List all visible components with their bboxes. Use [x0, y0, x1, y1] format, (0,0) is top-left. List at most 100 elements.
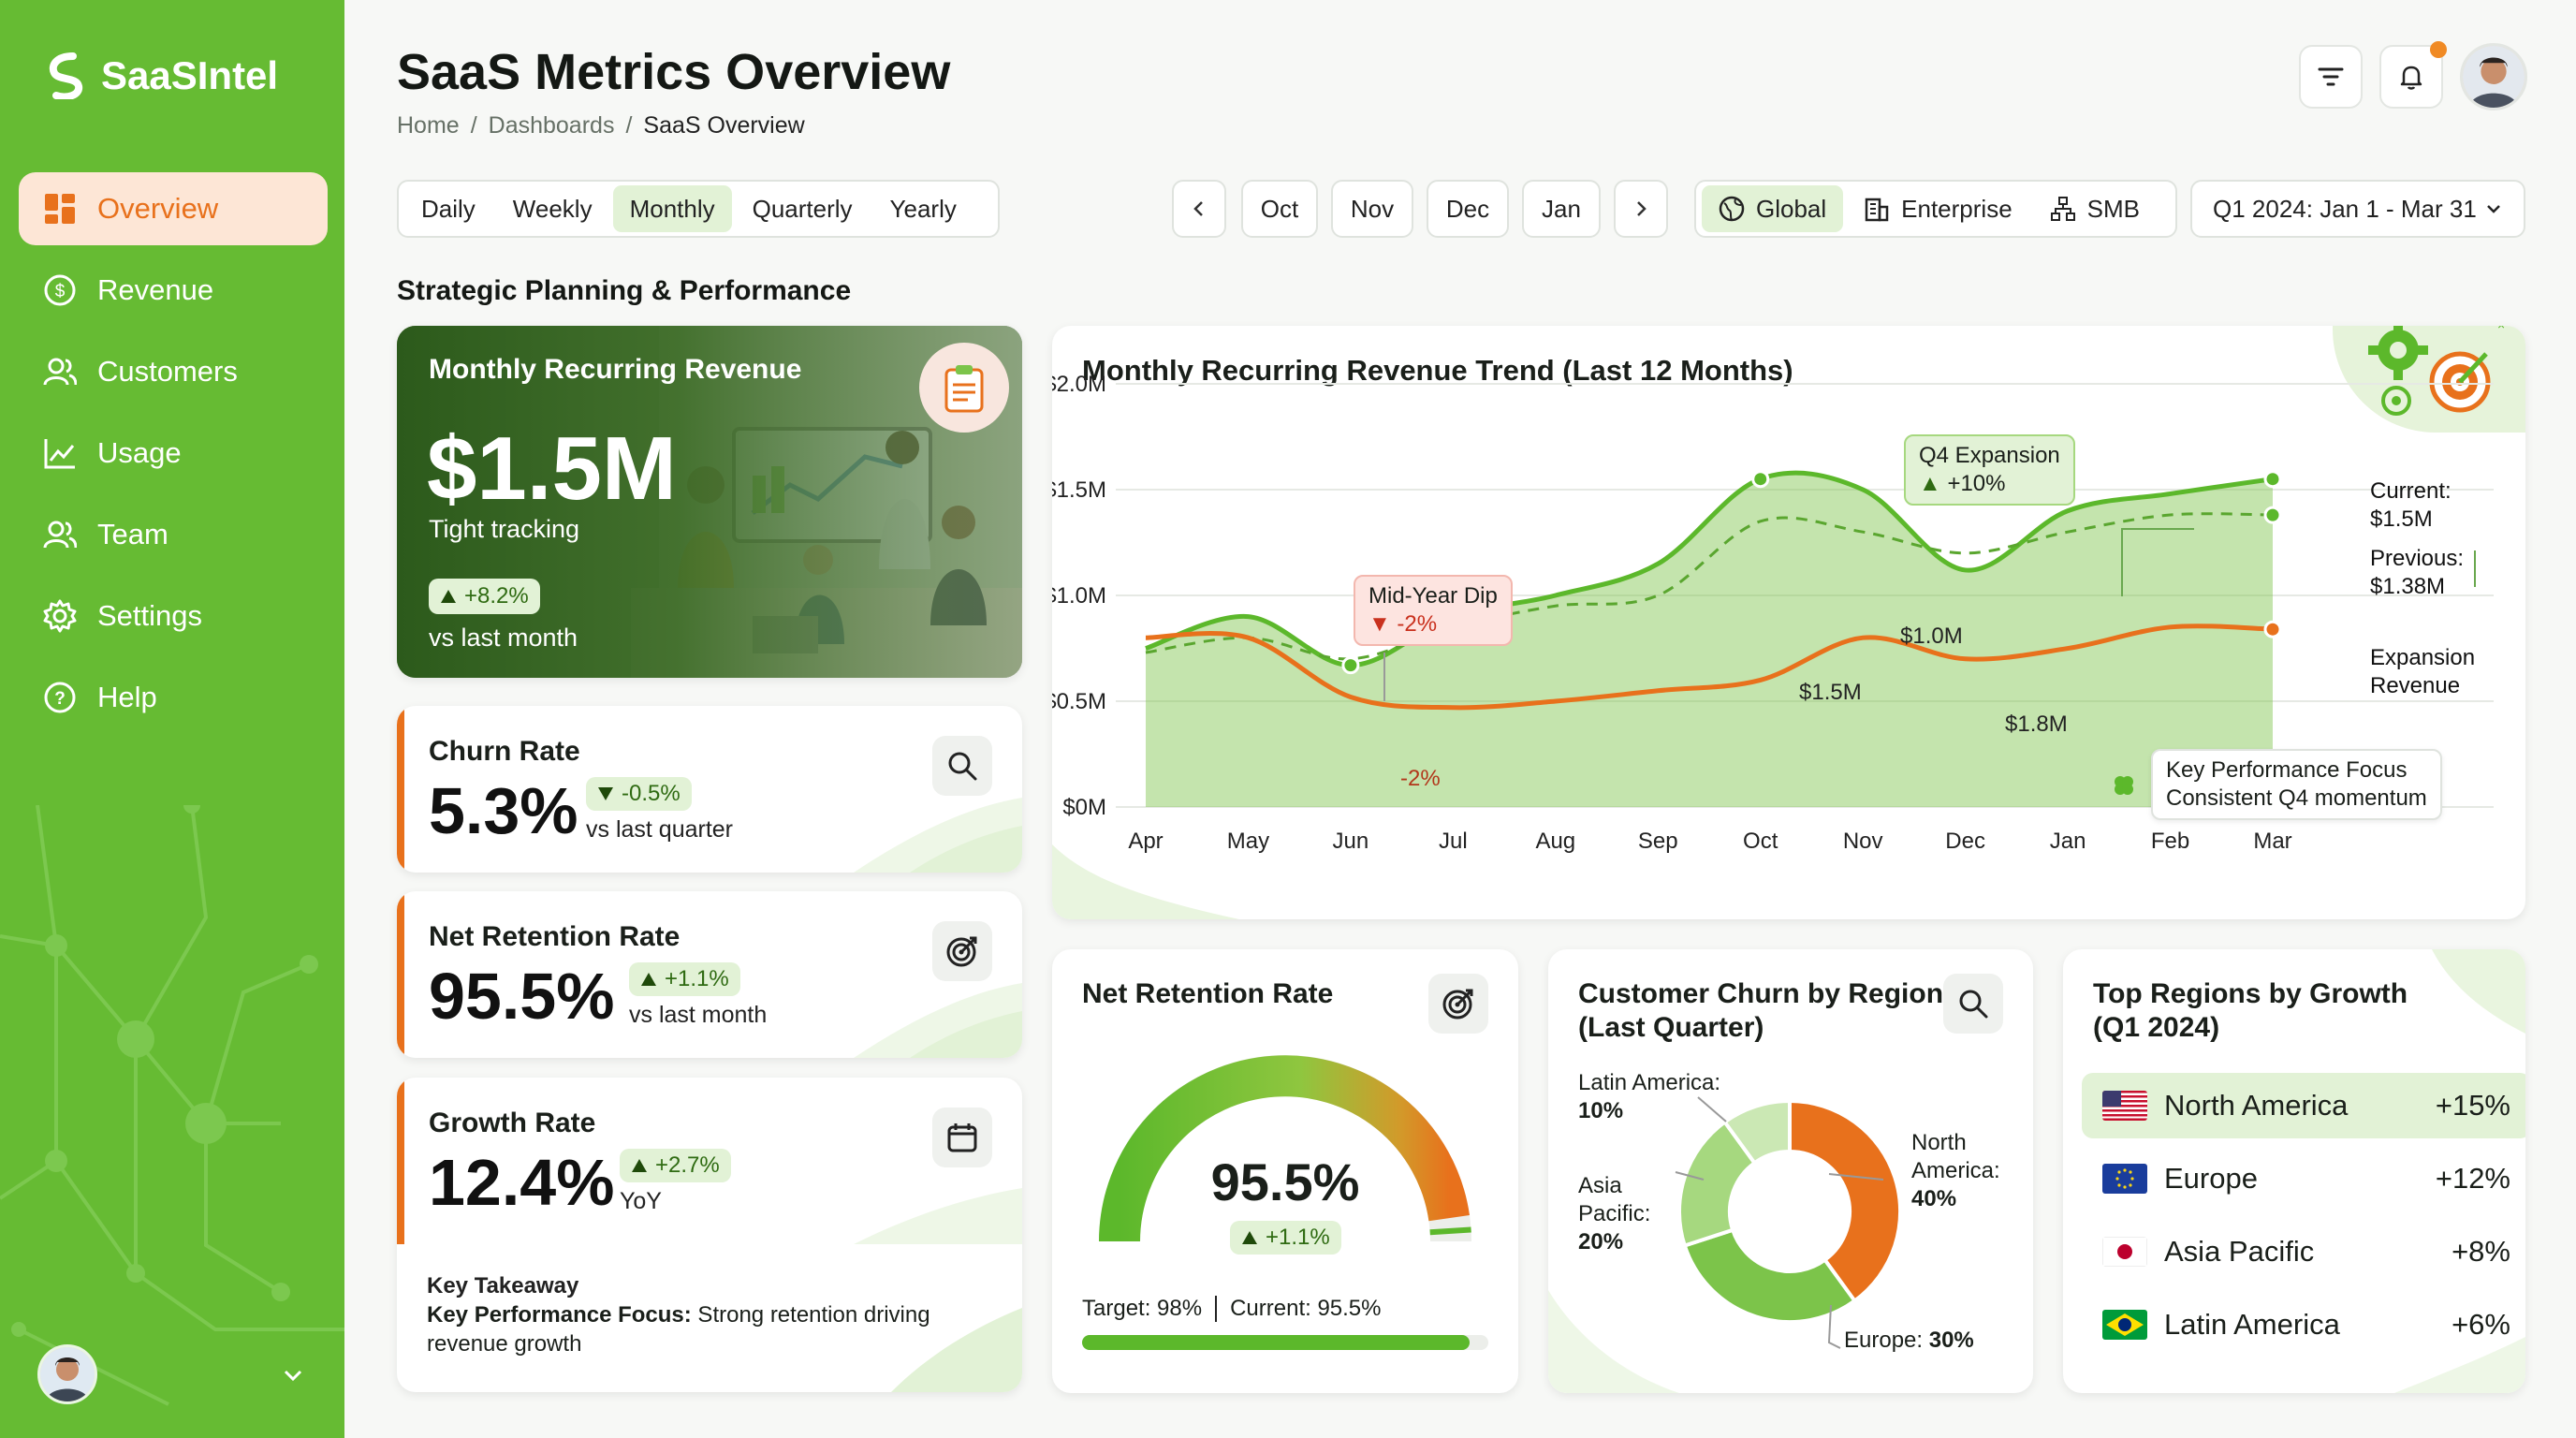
sidebar-item-settings[interactable]: Settings: [19, 580, 328, 653]
filter-button[interactable]: [2299, 45, 2363, 109]
data-point[interactable]: [2263, 506, 2282, 524]
donut-slice[interactable]: [1682, 1227, 1858, 1325]
brand-logo[interactable]: SaaSIntel: [45, 52, 278, 99]
expansion-series-line: [1146, 626, 2273, 708]
month-dec[interactable]: Dec: [1427, 180, 1509, 238]
period-daily[interactable]: Daily: [421, 194, 476, 223]
triangle-up-icon: [641, 973, 656, 986]
month-next-button[interactable]: [1614, 180, 1668, 238]
segment-label: Global: [1756, 194, 1827, 223]
sidebar-item-label: Team: [97, 518, 168, 550]
period-quarterly[interactable]: Quarterly: [752, 194, 853, 223]
gear-target-icon: ×: [2368, 326, 2505, 416]
y-tick-label: $1.5M: [1052, 477, 1106, 503]
chart-title: Monthly Recurring Revenue Trend (Last 12…: [1082, 354, 1793, 387]
churn-change: -0.5%: [622, 781, 681, 806]
period-weekly[interactable]: Weekly: [512, 194, 593, 223]
breadcrumb-home[interactable]: Home: [397, 112, 460, 139]
calendar-icon: [947, 1123, 977, 1152]
mrr-card[interactable]: Monthly Recurring Revenue $1.5M Tight tr…: [397, 326, 1022, 678]
churn-compare: vs last quarter: [586, 816, 734, 843]
label-nov: $1.0M: [1900, 624, 1963, 649]
x-tick-label: May: [1227, 829, 1269, 854]
nrr-gauge: [1099, 1055, 1471, 1242]
month-jan[interactable]: Jan: [1522, 180, 1601, 238]
top-regions-title-2: (Q1 2024): [2093, 1012, 2220, 1043]
period-monthly[interactable]: Monthly: [612, 185, 732, 232]
month-oct[interactable]: Oct: [1241, 180, 1318, 238]
region-row-latin-america[interactable]: Latin America +6%: [2082, 1292, 2525, 1357]
x-tick-label: Jan: [2050, 829, 2086, 854]
data-point[interactable]: [1341, 656, 1360, 675]
region-row-asia-pacific[interactable]: Asia Pacific +8%: [2082, 1219, 2525, 1284]
circuit-decoration-icon: [0, 805, 344, 1406]
segment-enterprise[interactable]: Enterprise: [1847, 185, 2029, 232]
leaf-decoration-icon: [2432, 949, 2525, 1034]
top-regions-card[interactable]: Top Regions by Growth (Q1 2024) North Am…: [2063, 949, 2525, 1393]
sidebar-item-customers[interactable]: Customers: [19, 335, 328, 408]
churn-search-button[interactable]: [932, 736, 992, 796]
notifications-button[interactable]: [2379, 41, 2447, 109]
label-asia-pacific: Asia Pacific: 20%: [1578, 1172, 1650, 1256]
gauge-target-button[interactable]: [1428, 974, 1488, 1034]
donut-slice[interactable]: [1721, 1098, 1792, 1166]
growth-calendar-button[interactable]: [932, 1108, 992, 1167]
sidebar-item-revenue[interactable]: $ Revenue: [19, 254, 328, 327]
region-name: Europe: [2164, 1162, 2258, 1195]
donut-slice[interactable]: [1788, 1098, 1903, 1304]
leaf-decoration-icon: [854, 983, 1022, 1058]
churn-title: Churn Rate: [429, 736, 580, 767]
segment-global[interactable]: Global: [1702, 185, 1844, 232]
month-prev-button[interactable]: [1172, 180, 1226, 238]
br-flag-icon: [2102, 1310, 2147, 1340]
leaf-decoration-icon: [1548, 1290, 1679, 1393]
x-tick-label: Oct: [1743, 829, 1778, 854]
sidebar-item-team[interactable]: Team: [19, 498, 328, 571]
sidebar-item-overview[interactable]: Overview: [19, 172, 328, 245]
month-nov[interactable]: Nov: [1331, 180, 1413, 238]
region-name: Asia Pacific: [2164, 1235, 2315, 1268]
region-row-north-america[interactable]: North America +15%: [2082, 1073, 2525, 1138]
help-icon: ?: [44, 682, 76, 713]
growth-rate-card[interactable]: Growth Rate 12.4% +2.7% YoY: [397, 1078, 1022, 1392]
logo-icon: [49, 52, 83, 99]
churn-region-title: Customer Churn by Region (Last Quarter): [1578, 977, 1943, 1045]
period-yearly[interactable]: Yearly: [889, 194, 957, 223]
label-dec: $1.8M: [2005, 712, 2068, 737]
mrr-trend-card[interactable]: Monthly Recurring Revenue Trend (Last 12…: [1052, 326, 2525, 919]
region-row-europe[interactable]: Europe +12%: [2082, 1146, 2525, 1211]
eu-flag-icon: [2102, 1164, 2147, 1194]
mrr-trend-chart: $0M $0.5M $1.0M $1.5M $2.0M Apr May Jun Jul Aug S…: [1052, 372, 2494, 854]
previous-series-line: [1146, 514, 2273, 659]
gear-icon: [43, 599, 77, 633]
leaf-decoration-icon: [2394, 1337, 2525, 1393]
user-avatar[interactable]: [2460, 43, 2527, 110]
key-takeaway-text: Strong retention driving revenue growth: [427, 1302, 930, 1357]
label-text: Europe:: [1844, 1328, 1924, 1353]
churn-region-search-button[interactable]: [1943, 974, 2003, 1034]
data-point[interactable]: [2263, 620, 2282, 638]
date-range-select[interactable]: Q1 2024: Jan 1 - Mar 31: [2190, 180, 2525, 238]
mrr-subtitle: Tight tracking: [429, 515, 580, 543]
key-takeaway-heading: Key Takeaway: [427, 1273, 579, 1299]
triangle-up-icon: [441, 590, 456, 603]
nrr-target-button[interactable]: [932, 921, 992, 981]
label-north-america: North America: 40%: [1911, 1129, 2000, 1213]
sidebar-user-avatar[interactable]: [37, 1344, 97, 1404]
net-retention-card[interactable]: Net Retention Rate 95.5% +1.1% vs last m…: [397, 891, 1022, 1058]
segment-smb[interactable]: SMB: [2033, 185, 2157, 232]
churn-rate-card[interactable]: Churn Rate 5.3% -0.5% vs last quarter: [397, 706, 1022, 873]
region-name: North America: [2164, 1089, 2349, 1122]
bell-icon: [2400, 66, 2422, 90]
data-point[interactable]: [2263, 470, 2282, 489]
sidebar-item-help[interactable]: ? Help: [19, 661, 328, 734]
sidebar-item-usage[interactable]: Usage: [19, 417, 328, 490]
chevron-down-icon[interactable]: [281, 1363, 305, 1387]
nrr-gauge-card[interactable]: Net Retention Rate 95.5% +1.1% Target: 9…: [1052, 949, 1518, 1393]
data-point[interactable]: [1751, 470, 1770, 489]
x-tick-label: Feb: [2151, 829, 2189, 854]
q4-callout-title: Q4 Expansion: [1919, 443, 2060, 468]
churn-region-card[interactable]: Customer Churn by Region (Last Quarter) …: [1548, 949, 2033, 1393]
breadcrumb-dashboards[interactable]: Dashboards: [488, 112, 615, 139]
gauge-title: Net Retention Rate: [1082, 978, 1334, 1009]
